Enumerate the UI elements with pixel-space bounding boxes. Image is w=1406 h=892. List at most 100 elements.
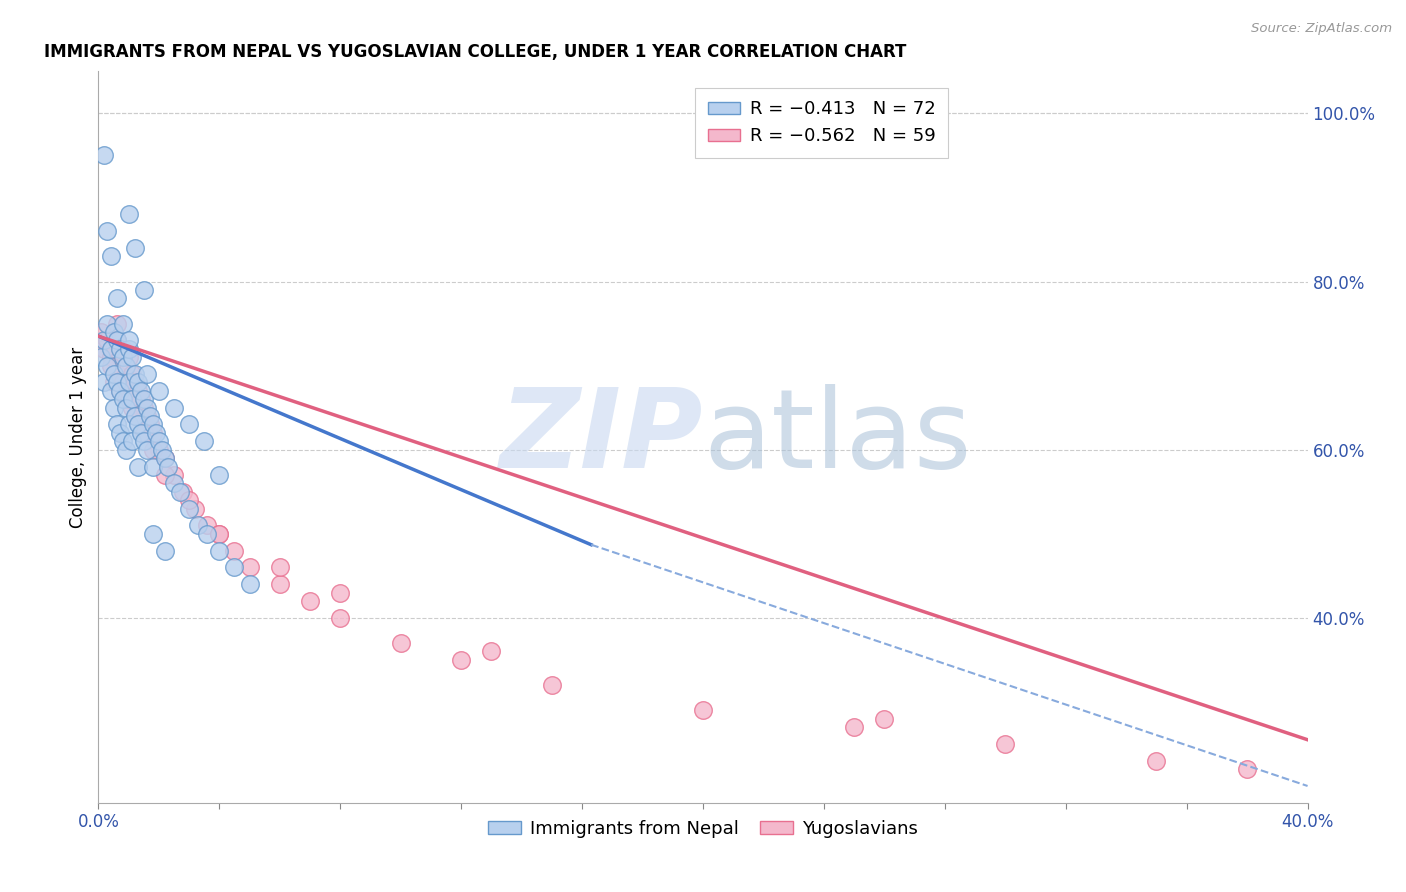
Point	[93, 376, 115, 390]
Point	[108, 384, 131, 398]
Point	[105, 417, 128, 432]
Point	[269, 560, 291, 574]
Point	[118, 417, 141, 432]
Point	[692, 703, 714, 717]
Point	[129, 425, 152, 440]
Point	[96, 317, 118, 331]
Point	[108, 384, 131, 398]
Point	[114, 401, 136, 415]
Point	[124, 376, 146, 390]
Point	[169, 484, 191, 499]
Text: ZIP: ZIP	[499, 384, 703, 491]
Point	[100, 350, 122, 364]
Point	[142, 526, 165, 541]
Point	[111, 317, 134, 331]
Point	[93, 342, 115, 356]
Point	[150, 442, 173, 457]
Point	[103, 325, 125, 339]
Text: atlas: atlas	[703, 384, 972, 491]
Point	[208, 467, 231, 482]
Point	[96, 224, 118, 238]
Point	[844, 720, 866, 734]
Point	[142, 425, 165, 440]
Point	[208, 526, 231, 541]
Point	[239, 560, 262, 574]
Point	[105, 291, 128, 305]
Point	[132, 401, 155, 415]
Point	[179, 417, 201, 432]
Point	[100, 249, 122, 263]
Point	[114, 359, 136, 373]
Point	[118, 334, 141, 348]
Point	[105, 334, 128, 348]
Point	[103, 376, 125, 390]
Point	[195, 526, 218, 541]
Point	[142, 417, 165, 432]
Point	[299, 594, 322, 608]
Point	[145, 425, 167, 440]
Point	[127, 459, 149, 474]
Point	[105, 376, 128, 390]
Point	[994, 737, 1017, 751]
Point	[135, 401, 157, 415]
Point	[389, 636, 412, 650]
Point	[129, 384, 152, 398]
Point	[124, 241, 146, 255]
Point	[179, 501, 201, 516]
Point	[156, 459, 179, 474]
Point	[103, 342, 125, 356]
Point	[100, 384, 122, 398]
Point	[127, 417, 149, 432]
Point	[135, 367, 157, 381]
Point	[163, 467, 186, 482]
Point	[179, 493, 201, 508]
Point	[135, 442, 157, 457]
Text: IMMIGRANTS FROM NEPAL VS YUGOSLAVIAN COLLEGE, UNDER 1 YEAR CORRELATION CHART: IMMIGRANTS FROM NEPAL VS YUGOSLAVIAN COL…	[44, 44, 907, 62]
Point	[142, 442, 165, 457]
Point	[139, 417, 162, 432]
Point	[114, 359, 136, 373]
Point	[93, 334, 115, 348]
Point	[118, 392, 141, 407]
Point	[148, 384, 170, 398]
Y-axis label: College, Under 1 year: College, Under 1 year	[69, 346, 87, 528]
Point	[139, 409, 162, 423]
Point	[153, 543, 176, 558]
Point	[118, 384, 141, 398]
Point	[450, 653, 472, 667]
Point	[132, 434, 155, 449]
Point	[127, 384, 149, 398]
Point	[148, 442, 170, 457]
Legend: Immigrants from Nepal, Yugoslavians: Immigrants from Nepal, Yugoslavians	[481, 813, 925, 845]
Point	[153, 467, 176, 482]
Point	[103, 401, 125, 415]
Point	[96, 334, 118, 348]
Point	[108, 342, 131, 356]
Point	[269, 577, 291, 591]
Point	[111, 342, 134, 356]
Point	[239, 577, 262, 591]
Point	[127, 376, 149, 390]
Point	[873, 712, 896, 726]
Point	[111, 376, 134, 390]
Point	[184, 501, 207, 516]
Point	[481, 644, 503, 658]
Point	[103, 367, 125, 381]
Point	[135, 409, 157, 423]
Point	[142, 459, 165, 474]
Point	[224, 543, 246, 558]
Point	[105, 367, 128, 381]
Point	[172, 484, 194, 499]
Point	[124, 367, 146, 381]
Point	[208, 526, 231, 541]
Point	[129, 392, 152, 407]
Point	[1144, 754, 1167, 768]
Point	[329, 611, 352, 625]
Point	[93, 148, 115, 162]
Point	[132, 392, 155, 407]
Point	[121, 434, 143, 449]
Point	[121, 350, 143, 364]
Point	[90, 350, 112, 364]
Point	[118, 342, 141, 356]
Point	[540, 678, 562, 692]
